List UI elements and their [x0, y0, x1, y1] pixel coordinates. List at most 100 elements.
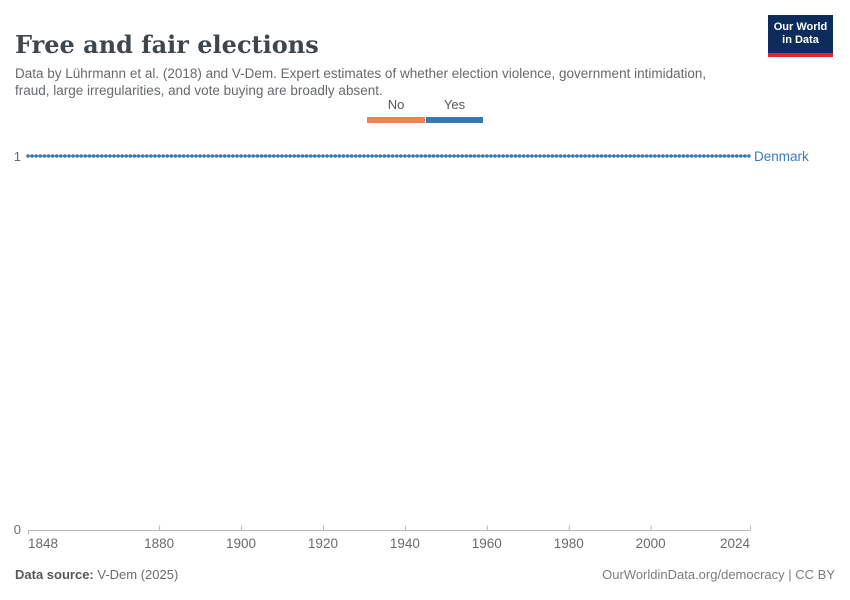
owid-logo[interactable]: Our World in Data [768, 15, 833, 57]
data-point [116, 154, 120, 158]
data-point [640, 154, 645, 158]
chart-footer: Data source: V-Dem (2025) OurWorldinData… [15, 567, 835, 582]
data-point [394, 154, 399, 158]
data-point [718, 154, 723, 158]
x-axis-tick-label: 1880 [144, 536, 174, 551]
data-point [415, 154, 419, 158]
data-point [575, 154, 579, 158]
data-point [91, 154, 96, 158]
data-point [521, 154, 526, 158]
data-point [558, 154, 563, 158]
data-point [468, 154, 473, 158]
data-point [710, 154, 714, 158]
data-point [83, 154, 88, 158]
owid-url-license-text[interactable]: OurWorldinData.org/democracy | CC BY [602, 567, 835, 582]
data-point [30, 154, 34, 158]
data-point [280, 154, 284, 158]
data-point [222, 154, 227, 158]
data-point [517, 154, 522, 158]
data-point [349, 154, 354, 158]
data-point [190, 154, 194, 158]
owid-logo-line1: Our World [773, 21, 828, 33]
data-point [546, 154, 550, 158]
data-point [95, 154, 100, 158]
data-point [128, 154, 133, 158]
data-point [26, 154, 30, 158]
data-point [59, 154, 63, 158]
data-point [247, 154, 251, 158]
data-point [423, 154, 428, 158]
data-point [427, 154, 432, 158]
series-entity-label[interactable]: Denmark [754, 149, 809, 164]
data-point [739, 154, 743, 158]
data-point [431, 154, 436, 158]
data-point [38, 154, 42, 158]
data-point [407, 154, 411, 158]
data-point [104, 154, 108, 158]
x-axis-tick-label: 1920 [308, 536, 338, 551]
data-point [345, 154, 350, 158]
data-point [239, 154, 243, 158]
data-point [382, 154, 387, 158]
data-point [157, 154, 161, 158]
data-point [595, 154, 600, 158]
x-axis-tick-label: 1960 [472, 536, 502, 551]
data-point [624, 154, 628, 158]
data-point [448, 154, 452, 158]
data-source-label: Data source: [15, 567, 94, 582]
data-source-text: Data source: V-Dem (2025) [15, 567, 178, 582]
data-point [120, 154, 124, 158]
data-point [325, 154, 329, 158]
data-point [87, 154, 92, 158]
data-point [616, 154, 620, 158]
data-point [198, 154, 202, 158]
legend-item-no[interactable]: No [367, 97, 425, 123]
x-axis-tick-label: 1940 [390, 536, 420, 551]
data-point [235, 154, 239, 158]
data-point [411, 154, 415, 158]
data-point [214, 154, 219, 158]
data-point [612, 154, 616, 158]
x-axis-tick-label: 1848 [28, 536, 58, 551]
data-point [435, 154, 440, 158]
legend-item-yes[interactable]: Yes [426, 97, 483, 123]
data-point [743, 154, 747, 158]
data-point [628, 154, 632, 158]
data-point [181, 154, 186, 158]
legend-label-yes: Yes [443, 97, 466, 112]
data-point [34, 154, 38, 158]
data-point [169, 154, 174, 158]
data-point [694, 154, 698, 158]
data-point [165, 154, 169, 158]
data-point [173, 154, 178, 158]
data-point [673, 154, 677, 158]
data-point [71, 154, 75, 158]
data-point [378, 154, 383, 158]
data-point [149, 154, 153, 158]
data-point [493, 154, 497, 158]
data-point [358, 154, 362, 158]
data-point [653, 154, 657, 158]
data-point [714, 154, 718, 158]
data-point [472, 154, 477, 158]
data-point [272, 154, 276, 158]
data-point [665, 154, 669, 158]
data-point [354, 154, 358, 158]
data-point [644, 154, 649, 158]
data-point [75, 154, 79, 158]
denmark-series-line[interactable] [26, 154, 751, 158]
data-point [464, 154, 469, 158]
data-point [136, 154, 141, 158]
data-point [231, 154, 235, 158]
data-point [362, 154, 366, 158]
data-point [194, 154, 198, 158]
data-point [702, 154, 706, 158]
legend-label-no: No [387, 97, 405, 112]
data-point [681, 154, 686, 158]
chart-subtitle: Data by Lührmann et al. (2018) and V-Dem… [15, 65, 707, 98]
data-point [67, 154, 71, 158]
data-point [542, 154, 546, 158]
data-point [571, 154, 575, 158]
data-point [321, 154, 325, 158]
x-axis-tick-label: 2000 [636, 536, 666, 551]
